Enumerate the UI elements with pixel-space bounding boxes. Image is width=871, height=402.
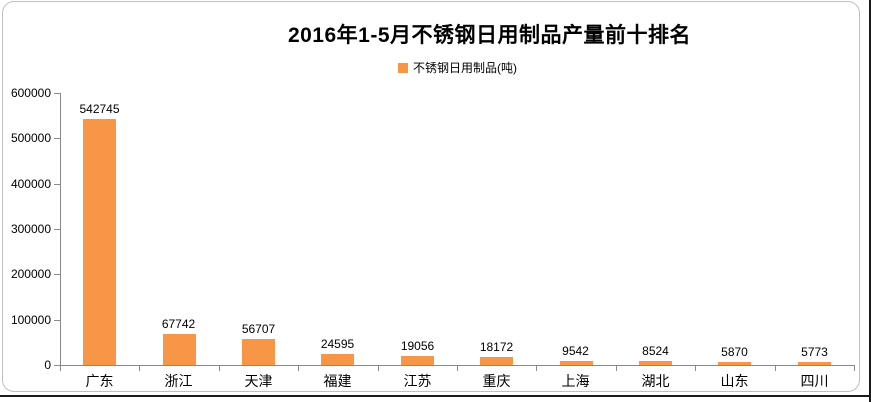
bar-value-label: 19056 — [400, 339, 435, 353]
y-axis-tick — [54, 93, 60, 94]
y-axis-label: 100000 — [10, 313, 51, 327]
bar — [163, 334, 196, 365]
bar — [401, 356, 434, 365]
bar-value-label: 8524 — [642, 344, 669, 358]
x-axis-line — [60, 365, 855, 366]
x-axis-tick — [219, 366, 220, 371]
legend-label: 不锈钢日用制品(吨) — [413, 61, 517, 75]
x-category-label: 广东 — [85, 373, 114, 389]
right-edge-line — [869, 0, 871, 402]
y-axis-line — [60, 93, 61, 366]
x-axis-tick — [616, 366, 617, 371]
x-category-label: 重庆 — [482, 373, 511, 389]
x-axis-tick — [139, 366, 140, 371]
column-chart-frame — [2, 1, 860, 392]
y-axis-label: 0 — [44, 358, 51, 372]
bar-value-label: 542745 — [79, 102, 120, 116]
x-axis-tick — [775, 366, 776, 371]
x-axis-tick — [457, 366, 458, 371]
x-axis-tick — [378, 366, 379, 371]
y-axis-label: 400000 — [10, 177, 51, 191]
x-category-label: 四川 — [800, 373, 829, 389]
bar — [480, 357, 513, 365]
bar-value-label: 24595 — [320, 337, 355, 351]
y-axis-tick — [54, 365, 60, 366]
x-axis-tick — [695, 366, 696, 371]
bar — [718, 362, 751, 365]
y-axis-tick — [54, 184, 60, 185]
y-axis-tick — [54, 229, 60, 230]
x-axis-tick — [298, 366, 299, 371]
bar — [321, 354, 354, 365]
bar — [639, 361, 672, 365]
x-category-label: 山东 — [720, 373, 749, 389]
chart-title: 2016年1-5月不锈钢日用制品产量前十排名 — [287, 24, 692, 47]
bar — [242, 339, 275, 365]
x-axis-tick — [60, 366, 61, 371]
bottom-edge-line — [0, 395, 871, 397]
y-axis-tick — [54, 274, 60, 275]
bar-value-label: 67742 — [161, 317, 196, 331]
x-category-label: 上海 — [561, 373, 590, 389]
y-axis-tick — [54, 138, 60, 139]
x-category-label: 福建 — [323, 373, 352, 389]
x-axis-tick — [536, 366, 537, 371]
y-axis-label: 200000 — [10, 267, 51, 281]
x-category-label: 浙江 — [164, 373, 193, 389]
bar-value-label: 5773 — [801, 345, 828, 359]
x-category-label: 湖北 — [641, 373, 670, 389]
x-category-label: 天津 — [244, 373, 273, 389]
legend-swatch-icon — [398, 63, 408, 73]
y-axis-label: 300000 — [10, 222, 51, 236]
bar-value-label: 9542 — [562, 344, 589, 358]
chart-legend: 不锈钢日用制品(吨) — [22, 61, 871, 75]
x-axis-tick — [854, 366, 855, 371]
bar-value-label: 56707 — [241, 322, 276, 336]
bar — [560, 361, 593, 365]
bar — [83, 119, 116, 365]
bar-value-label: 5870 — [721, 345, 748, 359]
y-axis-label: 600000 — [10, 86, 51, 100]
bar — [798, 362, 831, 365]
bar-value-label: 18172 — [479, 340, 514, 354]
y-axis-tick — [54, 320, 60, 321]
x-category-label: 江苏 — [403, 373, 432, 389]
y-axis-label: 500000 — [10, 131, 51, 145]
